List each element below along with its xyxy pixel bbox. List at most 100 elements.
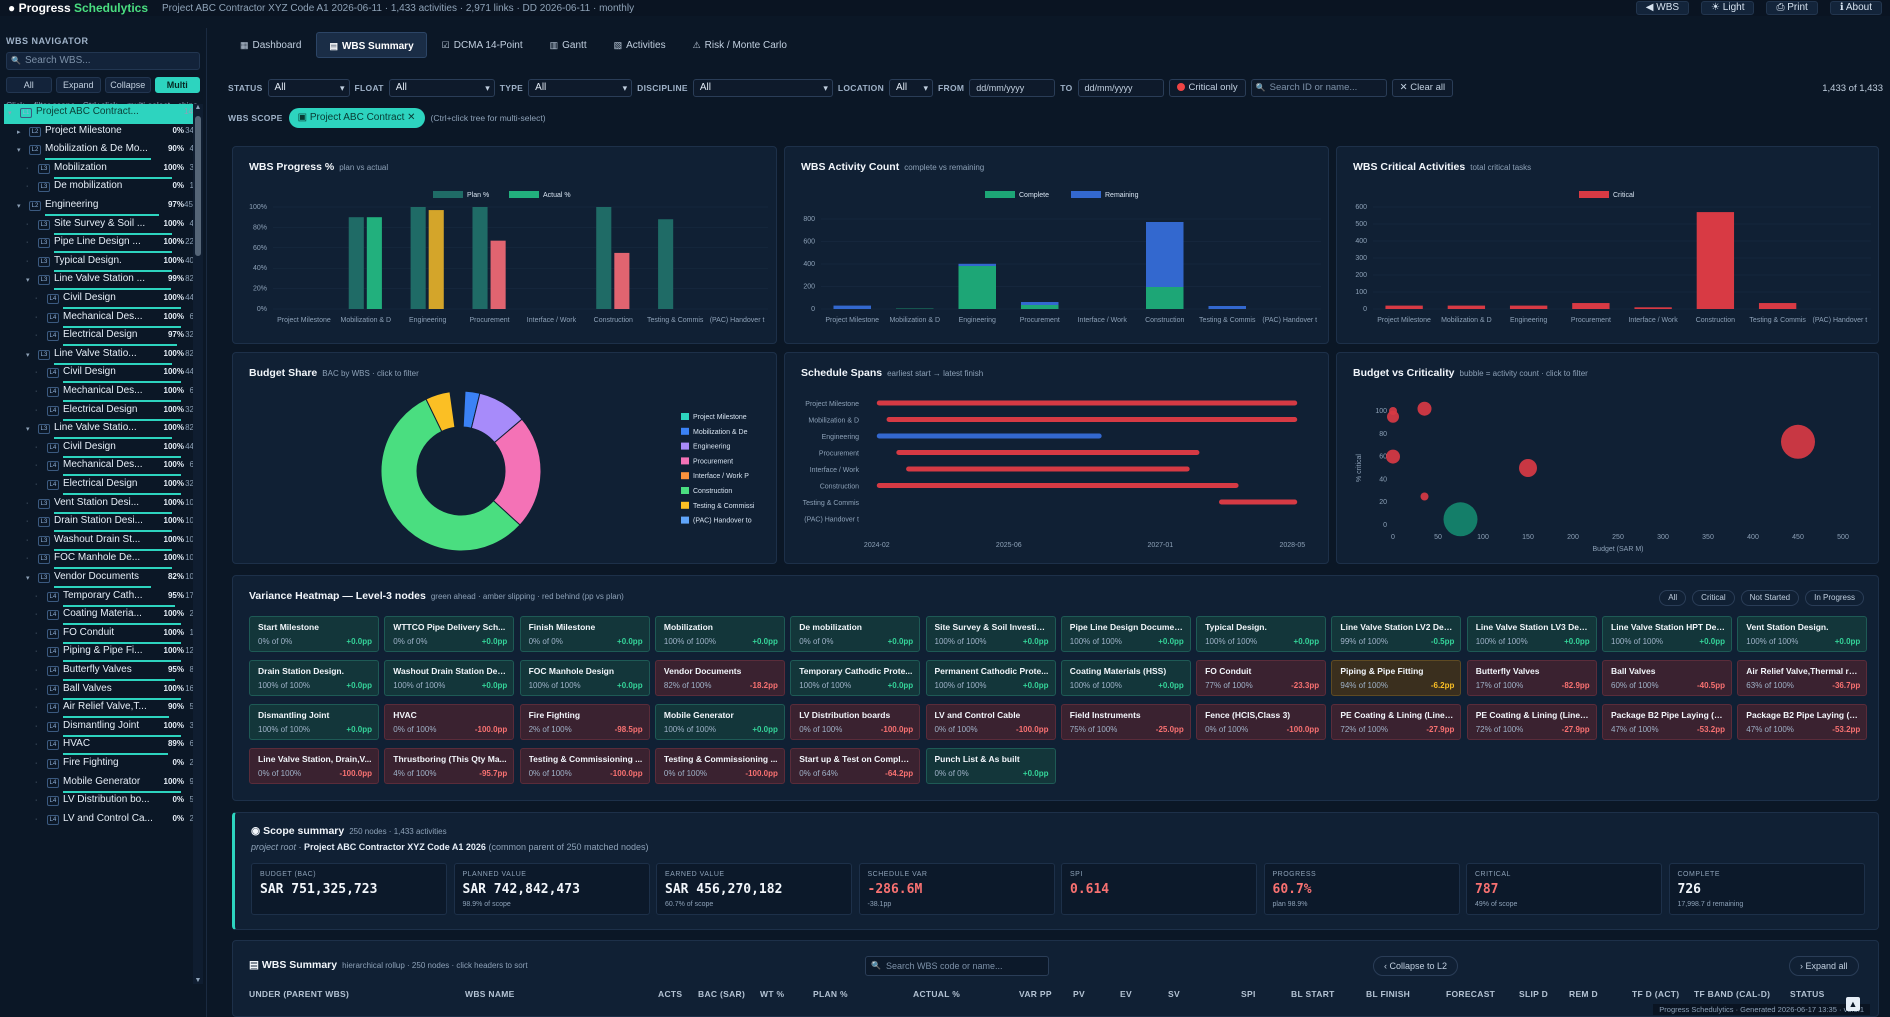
column-header[interactable]: BL FINISH bbox=[1366, 989, 1411, 999]
tree-toggle-icon[interactable]: · bbox=[35, 406, 38, 414]
tree-all-button[interactable]: All bbox=[6, 77, 52, 93]
heatmap-cell[interactable]: Butterfly Valves 17% of 100% -82.9pp bbox=[1466, 660, 1597, 696]
heatmap-cell[interactable]: Drain Station Design. 100% of 100% +0.0pp bbox=[249, 660, 379, 696]
scroll-top-icon[interactable]: ▲ bbox=[1846, 997, 1860, 1011]
tree-toggle-icon[interactable]: · bbox=[35, 704, 38, 712]
tree-node[interactable]: · L4 Mechanical Des... 100% 6 bbox=[4, 309, 194, 329]
status-filter-select[interactable]: All bbox=[267, 79, 350, 97]
tab-dashboard[interactable]: ▦ Dashboard bbox=[228, 32, 313, 58]
tree-node[interactable]: · L4 Civil Design 100% 44 bbox=[4, 290, 194, 310]
tree-toggle-icon[interactable]: · bbox=[26, 220, 29, 228]
tree-node[interactable]: ▾ L2 Engineering 97%452 bbox=[4, 197, 194, 217]
scope-chip[interactable]: ▣ Project ABC Contract ✕ bbox=[288, 108, 425, 128]
heatmap-cell[interactable]: Typical Design. 100% of 100% +0.0pp bbox=[1196, 616, 1327, 652]
tree-toggle-icon[interactable]: · bbox=[26, 239, 29, 247]
heatmap-cell[interactable]: Temporary Cathodic Prote... 100% of 100% +… bbox=[790, 660, 921, 696]
tree-toggle-icon[interactable]: ▾ bbox=[17, 203, 21, 210]
heatmap-cell[interactable]: Finish Milestone 0% of 0% +0.0pp bbox=[519, 616, 650, 652]
heatmap-cell[interactable]: Line Valve Station, Drain,V... 0% of 100%… bbox=[249, 748, 379, 784]
critical-only-toggle[interactable]: Critical only bbox=[1168, 79, 1246, 97]
heatmap-cell[interactable]: Start up & Test on Complet... 0% of 64% -6… bbox=[790, 748, 921, 784]
about-button[interactable]: ℹ About bbox=[1829, 1, 1882, 15]
scroll-thumb[interactable] bbox=[195, 116, 201, 256]
heatmap-cell[interactable]: PE Coating & Lining (Line H... 72% of 100… bbox=[1331, 704, 1462, 740]
tree-node[interactable]: · L4 Temporary Cath... 95% 17 bbox=[4, 588, 194, 608]
tree-toggle-icon[interactable]: · bbox=[35, 313, 38, 321]
tree-toggle-icon[interactable]: · bbox=[35, 611, 38, 619]
tree-toggle-icon[interactable]: · bbox=[26, 555, 29, 563]
tree-node[interactable]: ▾ L3 Line Valve Statio... 100% 82 bbox=[4, 420, 194, 440]
column-header[interactable]: EV bbox=[1120, 989, 1132, 999]
tree-toggle-icon[interactable]: · bbox=[35, 778, 38, 786]
heatmap-cell[interactable]: Vent Station Design. 100% of 100% +0.0pp bbox=[1737, 616, 1868, 652]
tree-node[interactable]: · L3 Mobilization 100% 3 bbox=[4, 160, 194, 180]
heatmap-cell[interactable]: Line Valve Station LV3 Des... 100% of 100… bbox=[1466, 616, 1597, 652]
tree-toggle-icon[interactable]: · bbox=[26, 518, 29, 526]
tree-node[interactable]: · L4 Piping & Pipe Fi... 100% 12 bbox=[4, 643, 194, 663]
tree-toggle-icon[interactable]: ▾ bbox=[26, 277, 30, 285]
heatmap-cell[interactable]: Thrustboring (This Qty Ma... 4% of 100% -9… bbox=[384, 748, 515, 784]
tree-toggle-icon[interactable]: · bbox=[26, 257, 29, 265]
tree-node[interactable]: · L4 Coating Materia... 100% 2 bbox=[4, 606, 194, 626]
tree-toggle-icon[interactable]: ▸ bbox=[17, 128, 21, 136]
heatmap-cell[interactable]: FO Conduit 77% of 100% -23.3pp bbox=[1196, 660, 1327, 696]
wbs-toggle-button[interactable]: ◀ WBS bbox=[1635, 1, 1690, 15]
tree-node[interactable]: · L4 Butterfly Valves 95% 8 bbox=[4, 662, 194, 682]
column-header[interactable]: REM D bbox=[1569, 989, 1598, 999]
scroll-up-icon[interactable]: ▲ bbox=[194, 104, 202, 111]
type-filter-select[interactable]: All bbox=[528, 79, 633, 97]
tree-node[interactable]: · L4 Ball Valves 100% 16 bbox=[4, 681, 194, 701]
tree-node[interactable]: · L4 Fire Fighting 0% 2 bbox=[4, 755, 194, 775]
tree-toggle-icon[interactable]: · bbox=[35, 685, 38, 693]
tree-node[interactable]: ▾ L3 Vendor Documents 82% 10 bbox=[4, 569, 194, 589]
column-header[interactable]: PLAN % bbox=[813, 989, 848, 999]
light-theme-button[interactable]: ☀ Light bbox=[1701, 1, 1755, 15]
schedule-spans-chart[interactable]: Project Milestone Mobilization & D Enginee… bbox=[785, 353, 1330, 565]
critical-chart[interactable]: 600 500 400 300 200 100 0 Project Milestone Mobi… bbox=[1337, 147, 1880, 345]
tree-node[interactable]: · L4 Electrical Design 100% 32 bbox=[4, 402, 194, 422]
tree-node[interactable]: · L3 Typical Design. 100% 40 bbox=[4, 253, 194, 273]
column-header[interactable]: VAR PP bbox=[1019, 989, 1052, 999]
tree-node[interactable]: · L4 Civil Design 100% 44 bbox=[4, 439, 194, 459]
heatmap-cell[interactable]: PE Coating & Lining (Line I)... 72% of 10… bbox=[1466, 704, 1597, 740]
tree-node[interactable]: · L3 Site Survey & Soil ... 100% 4 bbox=[4, 216, 194, 236]
tree-toggle-icon[interactable]: · bbox=[35, 443, 38, 451]
tree-toggle-icon[interactable]: ▾ bbox=[26, 426, 30, 434]
heatmap-cell[interactable]: HVAC 0% of 100% -100.0pp bbox=[384, 704, 515, 740]
tree-node[interactable]: ▾ L3 Line Valve Statio... 100% 82 bbox=[4, 346, 194, 366]
tree-multi-button[interactable]: Multi bbox=[154, 77, 200, 93]
heatmap-cell[interactable]: WTTCO Pipe Delivery Sch... 0% of 0% +0.0pp bbox=[384, 616, 515, 652]
tab-wbs-summary[interactable]: ▤ WBS Summary bbox=[316, 32, 427, 58]
tree-toggle-icon[interactable]: · bbox=[35, 462, 38, 470]
tree-node[interactable]: · L4 Mechanical Des... 100% 6 bbox=[4, 457, 194, 477]
float-filter-select[interactable]: All bbox=[388, 79, 495, 97]
heatmap-cell[interactable]: Mobilization 100% of 100% +0.0pp bbox=[654, 616, 785, 652]
tree-node[interactable]: · L3 Vent Station Desi... 100% 10 bbox=[4, 495, 194, 515]
heatmap-cell[interactable]: Site Survey & Soil Investig... 100% of 10… bbox=[925, 616, 1056, 652]
tab-dcma-14-point[interactable]: ☑ DCMA 14-Point bbox=[430, 32, 535, 58]
heatmap-cell[interactable]: Mobile Generator 100% of 100% +0.0pp bbox=[654, 704, 785, 740]
discipline-filter-select[interactable]: All bbox=[692, 79, 833, 97]
heatmap-cell[interactable]: Package B2 Pipe Laying (B... 47% of 100% -… bbox=[1737, 704, 1868, 740]
heatmap-cell[interactable]: Pipe Line Design Documents 100% of 100% +0… bbox=[1060, 616, 1191, 652]
tree-toggle-icon[interactable]: · bbox=[35, 481, 38, 488]
expand-all-button[interactable]: › Expand all bbox=[1789, 956, 1859, 976]
heatmap-cell[interactable]: Testing & Commissioning ... 0% of 100% -10… bbox=[519, 748, 650, 784]
tree-expand-button[interactable]: Expand bbox=[55, 77, 101, 93]
tree-toggle-icon[interactable]: ▾ bbox=[26, 351, 30, 359]
heatmap-cell[interactable]: Line Valve Station LV2 Desi... 99% of 100… bbox=[1331, 616, 1462, 652]
activity-count-chart[interactable]: 800 600 400 200 0 Project Milestone Mobilizati… bbox=[785, 147, 1330, 345]
tree-node[interactable]: · L4 HVAC 89% 6 bbox=[4, 736, 194, 756]
wbs-search-input[interactable]: Search WBS... bbox=[6, 52, 200, 70]
heatmap-cell[interactable]: Permanent Cathodic Prote... 100% of 100% +… bbox=[925, 660, 1056, 696]
tree-toggle-icon[interactable]: ▾ bbox=[17, 147, 21, 155]
column-header[interactable]: PV bbox=[1073, 989, 1085, 999]
tab-activities[interactable]: ▧ Activities bbox=[602, 32, 678, 58]
heatmap-cell[interactable]: Piping & Pipe Fitting 94% of 100% -6.2pp bbox=[1331, 660, 1462, 696]
column-header[interactable]: UNDER (PARENT WBS) bbox=[249, 989, 350, 999]
tree-toggle-icon[interactable]: · bbox=[35, 648, 38, 656]
print-button[interactable]: ⎙ Print bbox=[1766, 1, 1818, 15]
tree-node[interactable]: ▾ L1 Project ABC Contract... 1433 bbox=[4, 104, 194, 124]
tree-node[interactable]: · L3 Washout Drain St... 100% 10 bbox=[4, 532, 194, 552]
